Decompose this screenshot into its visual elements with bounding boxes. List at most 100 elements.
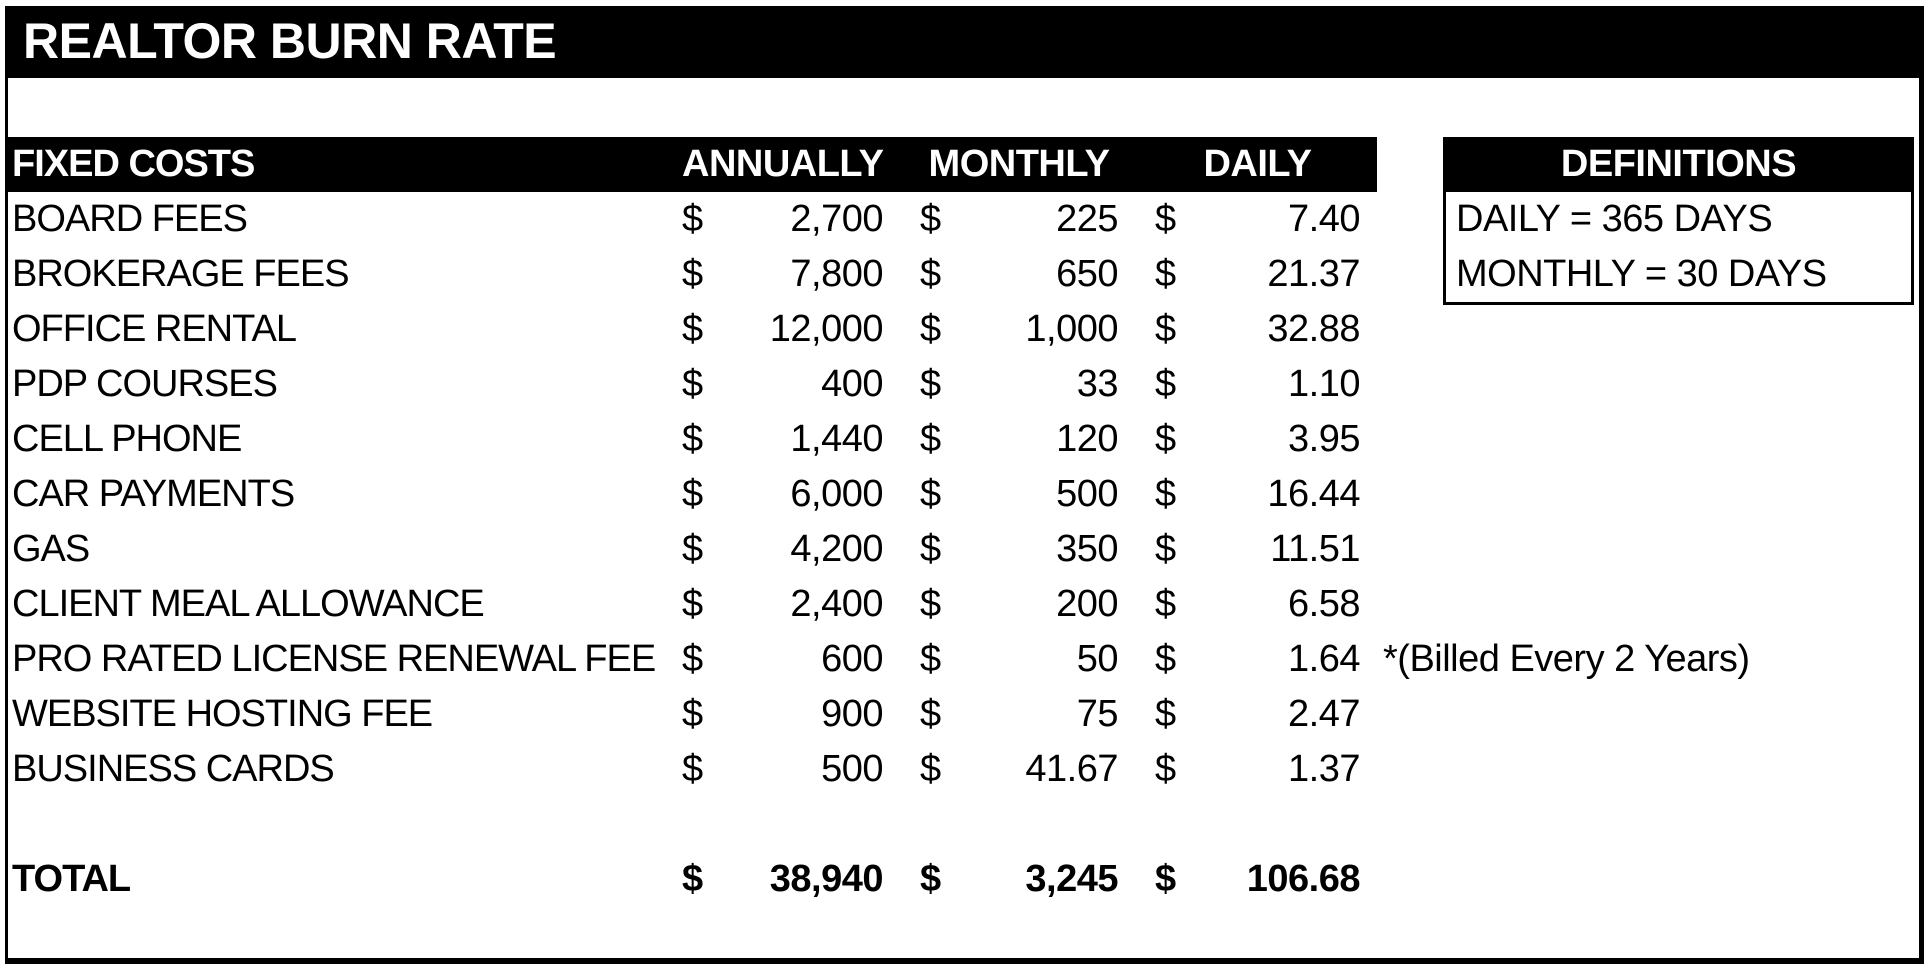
- cell-monthly-value: 1,000: [1025, 308, 1118, 350]
- cell-daily-value: 7.40: [1288, 198, 1360, 240]
- cell-daily-currency: $: [1155, 308, 1176, 350]
- cell-total-daily: 106.68: [1246, 858, 1361, 900]
- table-row: PRO RATED LICENSE RENEWAL FEE $ 600 $ 50…: [5, 632, 1377, 687]
- cell-daily-value: 1.64: [1288, 638, 1360, 680]
- cell-monthly-value: 225: [1056, 198, 1118, 240]
- table-row: CAR PAYMENTS $ 6,000 $ 500 $ 16.44: [5, 467, 1377, 522]
- cell-monthly-currency: $: [920, 473, 941, 515]
- definitions-body: DAILY = 365 DAYS MONTHLY = 30 DAYS: [1443, 192, 1914, 305]
- cell-annual-currency: $: [682, 748, 703, 790]
- cell-label: OFFICE RENTAL: [12, 308, 297, 350]
- cell-monthly-currency: $: [920, 198, 941, 240]
- page-border-left: [5, 78, 8, 958]
- cell-monthly-currency: $: [920, 638, 941, 680]
- definitions-box: DEFINITIONS DAILY = 365 DAYS MONTHLY = 3…: [1443, 137, 1914, 305]
- cell-daily-value: 16.44: [1267, 473, 1360, 515]
- cell-daily-currency: $: [1155, 253, 1176, 295]
- cell-daily-value: 32.88: [1267, 308, 1360, 350]
- cell-daily-currency: $: [1155, 693, 1176, 735]
- billed-every-2-years-note: *(Billed Every 2 Years): [1383, 638, 1750, 680]
- cell-daily-value: 11.51: [1270, 528, 1360, 570]
- cell-annual-value: 600: [821, 638, 883, 680]
- cell-annual-value: 2,400: [790, 583, 883, 625]
- cell-total-label: TOTAL: [12, 858, 131, 900]
- cell-monthly-value: 500: [1056, 473, 1118, 515]
- cell-monthly-currency: $: [920, 418, 941, 460]
- cell-annual-currency: $: [682, 253, 703, 295]
- fixed-costs-table: FIXED COSTS ANNUALLY MONTHLY DAILY BOARD…: [5, 137, 1377, 907]
- table-row: PDP COURSES $ 400 $ 33 $ 1.10: [5, 357, 1377, 412]
- cell-monthly-value: 33: [1076, 363, 1119, 405]
- cell-monthly-currency: $: [920, 528, 941, 570]
- cell-monthly-value: 650: [1056, 253, 1118, 295]
- table-header-row: FIXED COSTS ANNUALLY MONTHLY DAILY: [5, 137, 1377, 192]
- table-row: CLIENT MEAL ALLOWANCE $ 2,400 $ 200 $ 6.…: [5, 577, 1377, 632]
- cell-daily-currency: $: [1155, 198, 1176, 240]
- definitions-header: DEFINITIONS: [1443, 137, 1914, 192]
- cell-monthly-value: 50: [1076, 638, 1119, 680]
- cell-annual-currency: $: [682, 198, 703, 240]
- cell-daily-currency: $: [1155, 638, 1176, 680]
- cell-monthly-currency: $: [920, 858, 941, 900]
- cell-annual-value: 4,200: [790, 528, 883, 570]
- table-row: BOARD FEES $ 2,700 $ 225 $ 7.40: [5, 192, 1377, 247]
- cell-daily-value: 1.10: [1288, 363, 1360, 405]
- cell-daily-currency: $: [1155, 418, 1176, 460]
- cell-annual-currency: $: [682, 418, 703, 460]
- cell-annual-currency: $: [682, 363, 703, 405]
- cell-label: BROKERAGE FEES: [12, 253, 350, 295]
- cell-total-monthly: 3,245: [1025, 858, 1118, 900]
- table-row: OFFICE RENTAL $ 12,000 $ 1,000 $ 32.88: [5, 302, 1377, 357]
- cell-daily-value: 3.95: [1288, 418, 1360, 460]
- cell-daily-currency: $: [1155, 583, 1176, 625]
- cell-daily-currency: $: [1155, 473, 1176, 515]
- cell-annual-currency: $: [682, 308, 703, 350]
- cell-monthly-currency: $: [920, 308, 941, 350]
- cell-daily-currency: $: [1155, 748, 1176, 790]
- title-bar: REALTOR BURN RATE: [5, 6, 1924, 78]
- cell-monthly-value: 200: [1056, 583, 1118, 625]
- cell-annual-value: 1,440: [790, 418, 883, 460]
- cell-daily-currency: $: [1155, 528, 1176, 570]
- cell-daily-currency: $: [1155, 858, 1176, 900]
- cell-monthly-currency: $: [920, 583, 941, 625]
- table-row: BUSINESS CARDS $ 500 $ 41.67 $ 1.37: [5, 742, 1377, 797]
- table-row: BROKERAGE FEES $ 7,800 $ 650 $ 21.37: [5, 247, 1377, 302]
- cell-annual-currency: $: [682, 638, 703, 680]
- cell-label: WEBSITE HOSTING FEE: [12, 693, 433, 735]
- cell-label: CELL PHONE: [12, 418, 242, 460]
- page-border-bottom: [5, 958, 1924, 964]
- cell-monthly-value: 75: [1076, 693, 1119, 735]
- table-row: CELL PHONE $ 1,440 $ 120 $ 3.95: [5, 412, 1377, 467]
- cell-annual-currency: $: [682, 528, 703, 570]
- cell-monthly-currency: $: [920, 693, 941, 735]
- cell-monthly-value: 350: [1056, 528, 1118, 570]
- cell-label: PRO RATED LICENSE RENEWAL FEE: [12, 638, 656, 680]
- page-border-right: [1919, 6, 1924, 964]
- cell-annual-value: 6,000: [790, 473, 883, 515]
- cell-label: BOARD FEES: [12, 198, 248, 240]
- cell-total-annual: 38,940: [769, 858, 884, 900]
- cell-label: BUSINESS CARDS: [12, 748, 335, 790]
- cell-monthly-value: 120: [1056, 418, 1118, 460]
- cell-annual-value: 12,000: [769, 308, 884, 350]
- cell-annual-value: 900: [821, 693, 883, 735]
- cell-annual-value: 400: [821, 363, 883, 405]
- cell-label: CLIENT MEAL ALLOWANCE: [12, 583, 485, 625]
- column-header-fixed-costs: FIXED COSTS: [12, 143, 255, 185]
- cell-monthly-currency: $: [920, 748, 941, 790]
- cell-annual-value: 7,800: [790, 253, 883, 295]
- cell-label: GAS: [12, 528, 90, 570]
- definition-monthly: MONTHLY = 30 DAYS: [1456, 253, 1827, 295]
- cell-monthly-value: 41.67: [1025, 748, 1118, 790]
- cell-annual-currency: $: [682, 473, 703, 515]
- cell-daily-value: 1.37: [1288, 748, 1360, 790]
- column-header-annually: ANNUALLY: [682, 143, 884, 185]
- cell-daily-value: 6.58: [1288, 583, 1360, 625]
- cell-annual-value: 500: [821, 748, 883, 790]
- column-header-daily: DAILY: [1203, 143, 1312, 185]
- column-header-monthly: MONTHLY: [928, 143, 1110, 185]
- cell-monthly-currency: $: [920, 253, 941, 295]
- page-title: REALTOR BURN RATE: [23, 13, 557, 69]
